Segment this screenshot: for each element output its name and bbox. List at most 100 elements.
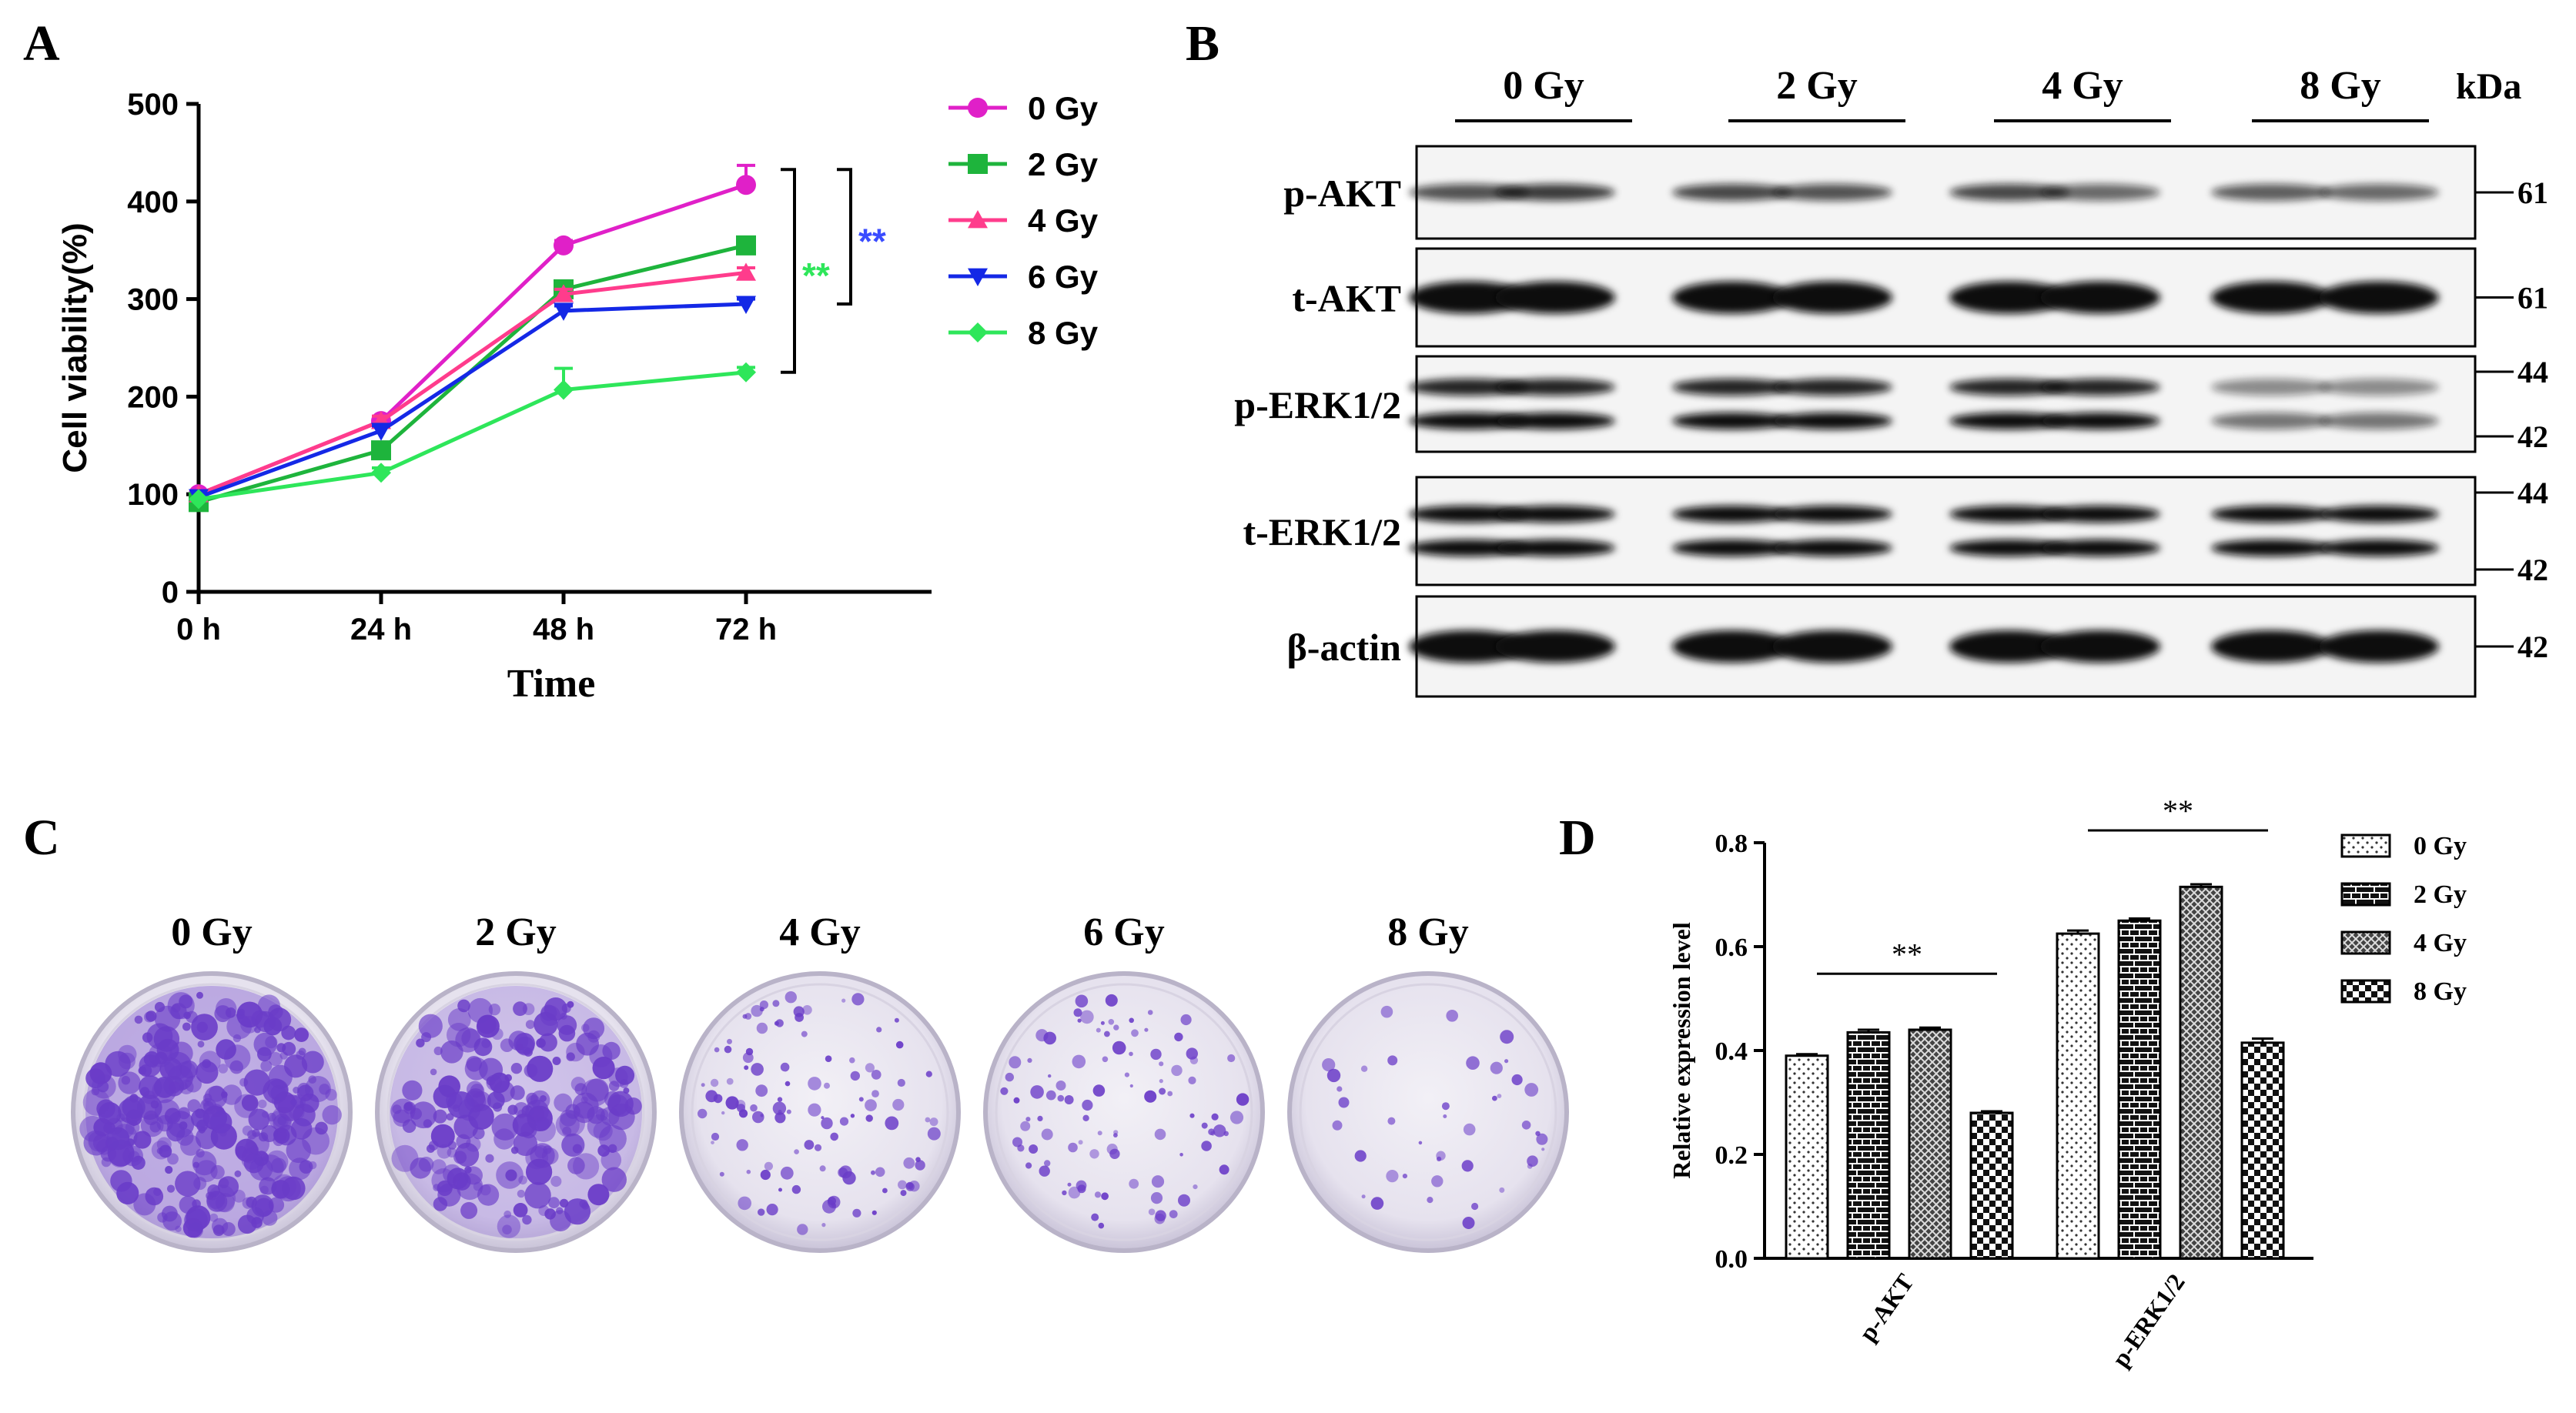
colony xyxy=(897,1078,905,1087)
legend-label: 6 Gy xyxy=(1028,259,1099,295)
blot-band xyxy=(2040,281,2160,314)
colony xyxy=(249,1157,273,1181)
colony xyxy=(1492,1095,1497,1101)
colony xyxy=(433,1046,443,1056)
colony xyxy=(525,1020,535,1029)
y-ticks: 0.0 0.2 0.4 0.6 0.8 xyxy=(1715,830,1765,1274)
colony xyxy=(488,1004,501,1016)
colony xyxy=(895,1041,904,1049)
colony xyxy=(562,1126,572,1136)
colony xyxy=(460,1201,478,1219)
colony xyxy=(1151,1175,1165,1188)
legend-label: 8 Gy xyxy=(2414,977,2467,1006)
colony xyxy=(101,1157,112,1167)
colony xyxy=(759,1000,769,1010)
blot-band xyxy=(2319,281,2439,314)
colony xyxy=(1113,1024,1119,1031)
panel-label-d: D xyxy=(1559,810,1596,866)
colony xyxy=(410,1157,431,1179)
colony xyxy=(447,1147,457,1157)
colony xyxy=(892,1098,905,1111)
colony xyxy=(1535,1131,1541,1137)
blot-band xyxy=(1772,630,1892,663)
colony xyxy=(308,1075,317,1084)
colony xyxy=(204,1086,228,1109)
blot-band xyxy=(1672,539,1792,556)
colony xyxy=(517,1044,524,1051)
blot-band xyxy=(1409,539,1529,556)
colony xyxy=(1073,1008,1082,1017)
legend: 0 Gy 2 Gy 4 Gy 6 Gy 8 Gy xyxy=(948,90,1099,351)
blot-row-label: t-AKT xyxy=(1292,277,1401,320)
colony xyxy=(903,1157,915,1169)
colony xyxy=(1380,1005,1393,1018)
colony xyxy=(455,1142,480,1167)
colony xyxy=(1082,1114,1089,1122)
colony xyxy=(738,1196,751,1211)
colony xyxy=(514,1033,535,1054)
blot-band xyxy=(1495,539,1615,556)
colony xyxy=(608,1067,628,1087)
bar xyxy=(1785,1054,1829,1260)
colony xyxy=(1154,1128,1166,1141)
blot-band xyxy=(1495,184,1615,201)
blot-band xyxy=(1949,379,2069,396)
colony xyxy=(1055,1081,1066,1091)
blot-row-label: t-ERK1/2 xyxy=(1243,510,1401,553)
colony xyxy=(849,1057,855,1064)
colony xyxy=(491,1113,519,1141)
colony xyxy=(199,1051,221,1073)
colony xyxy=(1027,1057,1032,1063)
colony xyxy=(1370,1197,1384,1210)
blot-band xyxy=(2211,413,2331,429)
colony xyxy=(260,1060,273,1072)
colony xyxy=(464,1166,472,1174)
legend-marker xyxy=(968,268,988,286)
colony xyxy=(1080,1010,1094,1024)
colony xyxy=(1147,1010,1153,1015)
colony xyxy=(276,1043,286,1053)
colony xyxy=(393,1109,410,1127)
colony xyxy=(1091,1213,1099,1221)
data-point xyxy=(736,175,756,195)
colony xyxy=(737,1104,745,1113)
colony xyxy=(254,1026,261,1034)
colony xyxy=(457,999,470,1013)
blot-band xyxy=(1949,630,2069,663)
colony xyxy=(927,1127,941,1141)
x-tick-label: p-ERK1/2 xyxy=(2106,1268,2190,1371)
colony xyxy=(109,1144,132,1167)
colony xyxy=(507,1104,518,1115)
blot-band xyxy=(2040,379,2160,396)
colony xyxy=(197,1041,205,1048)
colony xyxy=(1169,1210,1178,1218)
colony xyxy=(1005,1072,1015,1082)
colony xyxy=(1025,1162,1032,1169)
colony xyxy=(751,1063,764,1076)
legend-label: 8 Gy xyxy=(1028,315,1099,351)
panel-label-b: B xyxy=(1186,15,1219,72)
blot-band xyxy=(1495,281,1615,314)
blot-band xyxy=(1949,539,2069,556)
colony xyxy=(315,1121,328,1135)
bars-group: ** ** xyxy=(1785,793,2285,1260)
blot-band xyxy=(2211,379,2331,396)
blot-band xyxy=(1672,379,1792,396)
blot-band xyxy=(1495,506,1615,523)
colony xyxy=(1072,1054,1086,1069)
marker-label: 42 xyxy=(2517,553,2548,587)
colony xyxy=(814,1144,822,1151)
blot-group-label: 0 Gy xyxy=(1503,64,1584,108)
colony xyxy=(248,1108,270,1131)
colony-dish: 0 Gy xyxy=(71,910,353,1253)
colony xyxy=(808,1077,821,1091)
colony xyxy=(710,1078,719,1087)
blot-band xyxy=(1672,630,1792,663)
colony xyxy=(772,1000,780,1007)
colony xyxy=(567,1000,574,1008)
colony xyxy=(146,1023,173,1050)
colony xyxy=(93,1117,112,1137)
blot-band xyxy=(1409,630,1529,663)
blot-membrane xyxy=(1415,355,2477,453)
x-ticks: 0 h 24 h 48 h 72 h xyxy=(176,592,777,646)
